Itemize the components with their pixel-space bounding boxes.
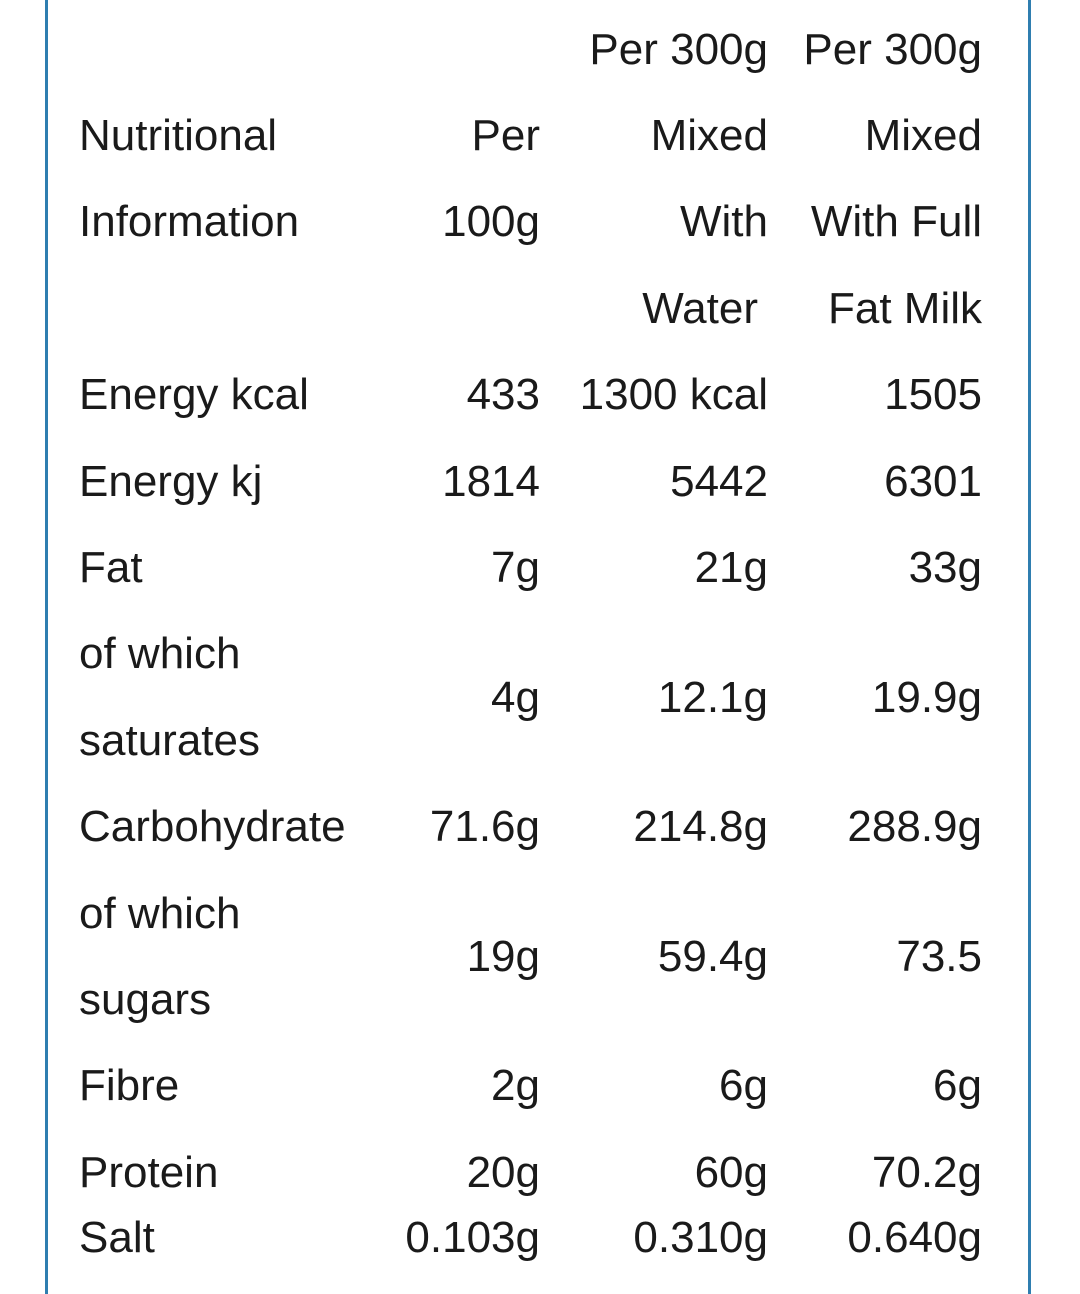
row-value-water: 5442	[670, 457, 768, 506]
row-label: Energy kj	[79, 457, 263, 506]
row-label: Salt	[79, 1213, 155, 1262]
row-value-milk: 33g	[908, 543, 982, 592]
row-value-per100: 2g	[491, 1061, 540, 1110]
row-value-per100: 71.6g	[429, 802, 540, 851]
row-label: Carbohydrate	[79, 802, 346, 851]
row-label-line2: sugars	[79, 975, 212, 1024]
row-value-milk: 73.5	[896, 932, 982, 981]
row-value-per100: 1814	[442, 457, 540, 506]
header-water-line1: Per 300g	[589, 25, 768, 74]
row-label-line2: saturates	[79, 716, 260, 765]
row-value-water: 1300 kcal	[579, 370, 768, 419]
row-value-per100: 7g	[491, 543, 540, 592]
row-label: Fat	[79, 543, 143, 592]
row-value-per100: 20g	[466, 1148, 540, 1197]
header-milk-line1: Per 300g	[803, 25, 982, 74]
row-value-water: 12.1g	[657, 673, 768, 722]
row-value-per100: 433	[466, 370, 540, 419]
row-value-milk: 0.640g	[847, 1213, 982, 1262]
row-value-per100: 0.103g	[405, 1213, 540, 1262]
row-value-per100: 4g	[491, 673, 540, 722]
header-nutritional-line2: Information	[79, 197, 300, 246]
row-value-milk: 6g	[933, 1061, 982, 1110]
header-milk-line4: Fat Milk	[828, 284, 982, 333]
row-value-water: 214.8g	[633, 802, 768, 851]
header-per100-line1: Per	[471, 111, 540, 160]
header-milk-line3: With Full	[810, 197, 982, 246]
header-milk-line2: Mixed	[864, 111, 982, 160]
row-value-milk: 6301	[884, 457, 982, 506]
header-nutritional-line1: Nutritional	[79, 111, 278, 160]
row-value-milk: 70.2g	[871, 1148, 982, 1197]
nutrition-panel-frame	[45, 0, 1031, 1294]
header-water-line2: Mixed	[650, 111, 768, 160]
row-label: Energy kcal	[79, 370, 309, 419]
row-label-line1: of which	[79, 629, 241, 678]
row-value-water: 60g	[694, 1148, 768, 1197]
row-value-water: 0.310g	[633, 1213, 768, 1262]
row-label: Protein	[79, 1148, 219, 1197]
row-value-milk: 1505	[884, 370, 982, 419]
row-value-milk: 288.9g	[847, 802, 982, 851]
header-per100-line2: 100g	[442, 197, 540, 246]
header-water-line3: With	[680, 197, 768, 246]
row-value-water: 59.4g	[657, 932, 768, 981]
row-value-per100: 19g	[466, 932, 540, 981]
row-label: Fibre	[79, 1061, 180, 1110]
row-value-water: 21g	[694, 543, 768, 592]
header-water-line4: Water	[642, 284, 758, 333]
row-label-line1: of which	[79, 889, 241, 938]
row-value-milk: 19.9g	[871, 673, 982, 722]
row-value-water: 6g	[719, 1061, 768, 1110]
